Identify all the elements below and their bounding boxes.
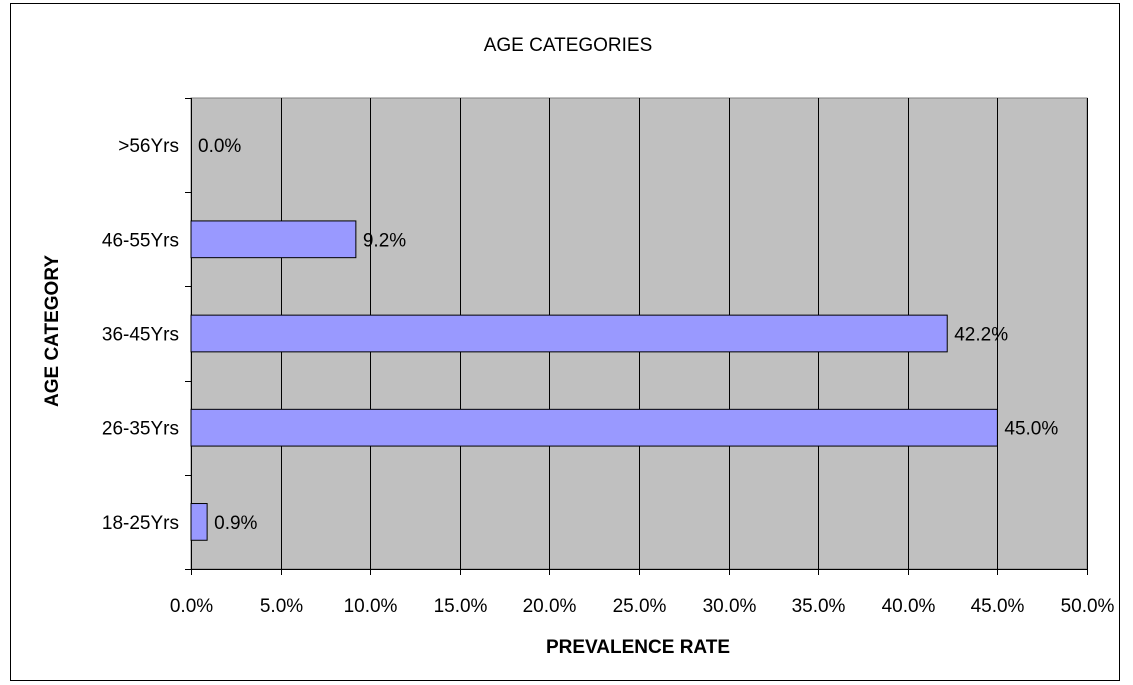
bar [190, 314, 948, 353]
bar [190, 503, 208, 541]
x-tick-label: 5.0% [260, 596, 303, 617]
y-axis-title: AGE CATEGORY [42, 255, 63, 407]
bar [190, 408, 998, 447]
x-axis-title: PREVALENCE RATE [546, 637, 730, 658]
x-tick-label: 35.0% [792, 596, 846, 617]
y-category-label: 26-35Yrs [102, 419, 179, 440]
x-tick-label: 30.0% [703, 596, 757, 617]
bar-chart: AGE CATEGORIES 0.0% 5.0% 10.0% 15.0% 20.0% 25… [42, 35, 1115, 658]
bar-data-label: 9.2% [363, 230, 406, 251]
y-category-label: 18-25Yrs [102, 513, 179, 534]
bar-data-label: 0.0% [198, 136, 241, 157]
chart-area: AGE CATEGORIES 0.0% 5.0% 10.0% 15.0% 20.0% 25… [10, 3, 1120, 681]
x-tick-label: 25.0% [613, 596, 667, 617]
x-tick-label: 20.0% [523, 596, 577, 617]
y-category-label: 46-55Yrs [102, 230, 179, 251]
bar-data-label: 42.2% [954, 325, 1008, 346]
bar [190, 220, 357, 259]
y-category-label: >56Yrs [118, 136, 179, 157]
x-tick-label: 50.0% [1061, 596, 1115, 617]
x-tick-label: 0.0% [170, 596, 213, 617]
x-tick-label: 15.0% [434, 596, 488, 617]
bar-data-label: 0.9% [214, 513, 257, 534]
chart-title: AGE CATEGORIES [484, 35, 653, 56]
x-tick-label: 10.0% [344, 596, 398, 617]
y-category-label: 36-45Yrs [102, 325, 179, 346]
x-tick-label: 40.0% [882, 596, 936, 617]
bar-data-label: 45.0% [1004, 419, 1058, 440]
x-tick-label: 45.0% [971, 596, 1025, 617]
